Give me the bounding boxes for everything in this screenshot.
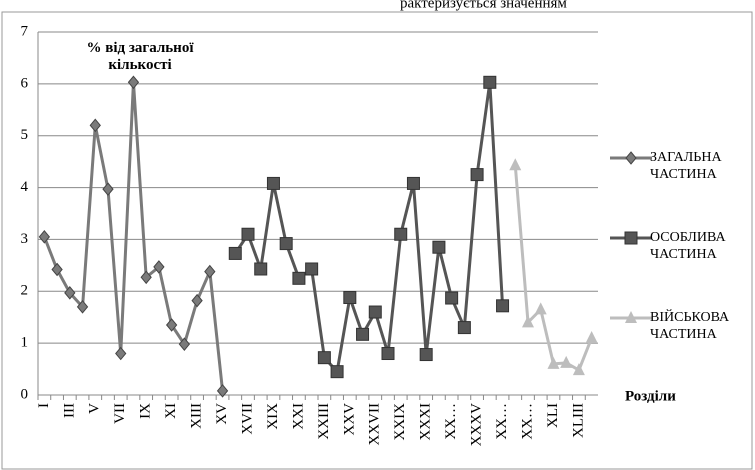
marker <box>178 337 191 351</box>
marker <box>228 246 242 260</box>
marker <box>522 315 534 328</box>
x-tick-label: XI <box>163 403 179 419</box>
legend-label: ОСОБЛИВА ЧАСТИНА <box>650 230 726 262</box>
chart-frame <box>1 11 753 470</box>
marker <box>432 240 446 254</box>
marker <box>115 346 127 361</box>
marker <box>496 299 510 313</box>
marker <box>241 227 255 241</box>
x-tick-label: III <box>61 403 77 418</box>
marker <box>292 271 306 285</box>
marker <box>625 311 637 323</box>
x-tick-label: XXXI <box>418 403 434 441</box>
marker <box>406 176 420 190</box>
x-tick-label: IX <box>138 403 154 419</box>
marker <box>279 237 293 251</box>
marker <box>254 262 268 276</box>
marker <box>38 230 51 244</box>
marker <box>547 356 560 369</box>
x-tick-label: XX… <box>519 403 535 440</box>
x-tick-label: XIII <box>189 403 205 429</box>
marker <box>191 293 203 308</box>
x-tick-label: I <box>36 403 52 408</box>
x-tick-label: XXV <box>341 403 357 436</box>
marker <box>585 330 598 343</box>
x-tick-label: XLIII <box>570 403 586 438</box>
y-axis-title: % від загальної кількості <box>86 40 194 73</box>
y-tick-label: 7 <box>21 23 29 39</box>
y-tick-label: 2 <box>21 283 29 299</box>
y-tick-label: 3 <box>21 231 29 247</box>
marker <box>343 291 357 305</box>
marker <box>368 305 382 319</box>
marker <box>266 176 280 190</box>
series-line <box>42 82 225 392</box>
marker <box>445 291 459 305</box>
y-tick-label: 5 <box>21 127 29 143</box>
y-tick-label: 6 <box>21 75 29 91</box>
x-tick-label: XIX <box>265 403 281 430</box>
x-tick-label: XXIX <box>392 403 408 441</box>
y-tick-label: 0 <box>21 386 29 402</box>
marker <box>165 318 178 332</box>
marker <box>356 327 370 341</box>
x-tick-label: XXXV <box>469 403 485 446</box>
marker <box>470 168 484 182</box>
marker <box>216 384 229 398</box>
marker <box>483 75 497 89</box>
x-tick-label: XXI <box>290 403 306 430</box>
x-tick-label: XVII <box>239 403 255 435</box>
marker <box>394 227 408 241</box>
marker <box>140 270 152 285</box>
marker <box>419 348 433 362</box>
marker <box>534 302 547 315</box>
marker <box>624 231 638 245</box>
marker <box>102 182 114 196</box>
marker <box>204 264 216 279</box>
x-axis-title: Розділи <box>625 388 676 404</box>
marker <box>89 118 101 133</box>
marker <box>572 363 585 376</box>
series-line <box>234 82 505 375</box>
series-line <box>513 165 594 373</box>
x-tick-label: XV <box>214 403 230 425</box>
marker <box>64 286 76 300</box>
marker <box>127 75 140 90</box>
x-tick-label: XX… <box>443 403 459 440</box>
x-tick-label: XLI <box>545 403 561 428</box>
marker <box>625 151 637 165</box>
marker <box>317 351 331 365</box>
x-tick-label: VII <box>112 403 128 424</box>
marker <box>76 300 89 314</box>
legend-label: ЗАГАЛЬНА ЧАСТИНА <box>650 150 722 182</box>
y-tick-label: 4 <box>21 179 29 195</box>
x-tick-label: XX… <box>494 403 510 440</box>
marker <box>457 321 471 335</box>
marker <box>560 355 573 368</box>
marker <box>51 262 63 277</box>
marker <box>330 365 344 379</box>
x-tick-label: V <box>87 403 103 414</box>
y-tick-label: 1 <box>21 335 29 351</box>
marker <box>381 347 395 361</box>
x-tick-label: XXVII <box>367 403 383 446</box>
header-text: рактеризується значенням <box>400 0 567 11</box>
marker <box>305 262 319 276</box>
marker <box>509 158 522 171</box>
x-tick-label: XXIII <box>316 403 332 440</box>
legend-label: ВІЙСЬКОВА ЧАСТИНА <box>650 310 730 342</box>
marker <box>153 260 165 274</box>
